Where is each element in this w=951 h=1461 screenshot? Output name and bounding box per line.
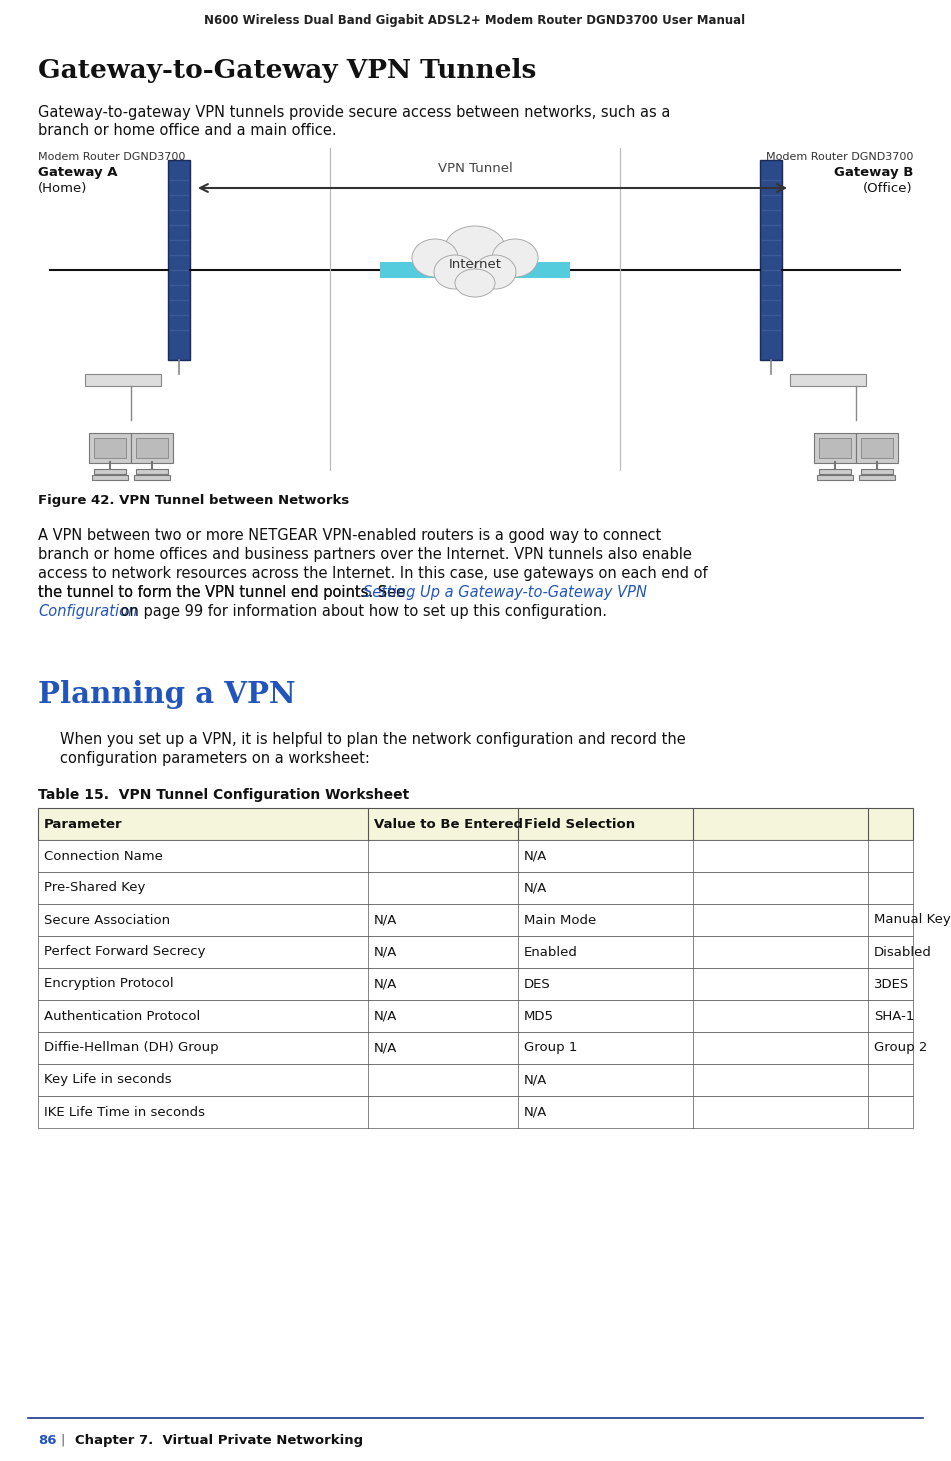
FancyBboxPatch shape <box>89 432 131 463</box>
Text: N/A: N/A <box>524 881 548 894</box>
Text: N/A: N/A <box>524 1106 548 1119</box>
Text: branch or home office and a main office.: branch or home office and a main office. <box>38 123 337 137</box>
Text: 3DES: 3DES <box>874 977 909 991</box>
Text: Figure 42. VPN Tunnel between Networks: Figure 42. VPN Tunnel between Networks <box>38 494 349 507</box>
Text: VPN Tunnel: VPN Tunnel <box>437 162 513 175</box>
Text: MD5: MD5 <box>524 1010 554 1023</box>
FancyBboxPatch shape <box>168 161 190 359</box>
Text: Planning a VPN: Planning a VPN <box>38 679 296 709</box>
Text: Enabled: Enabled <box>524 945 578 958</box>
FancyBboxPatch shape <box>819 438 851 457</box>
FancyBboxPatch shape <box>38 1096 913 1128</box>
Text: Modem Router DGND3700: Modem Router DGND3700 <box>38 152 185 162</box>
Text: access to network resources across the Internet. In this case, use gateways on e: access to network resources across the I… <box>38 565 708 581</box>
FancyBboxPatch shape <box>94 469 126 473</box>
FancyBboxPatch shape <box>38 1064 913 1096</box>
Text: Perfect Forward Secrecy: Perfect Forward Secrecy <box>44 945 205 958</box>
Text: Field Selection: Field Selection <box>524 818 635 830</box>
Text: SHA-1: SHA-1 <box>874 1010 914 1023</box>
Text: Manual Keys: Manual Keys <box>874 913 951 926</box>
Text: N/A: N/A <box>374 945 398 958</box>
Text: Chapter 7.  Virtual Private Networking: Chapter 7. Virtual Private Networking <box>75 1435 363 1446</box>
FancyBboxPatch shape <box>760 161 782 359</box>
FancyBboxPatch shape <box>503 259 507 282</box>
FancyBboxPatch shape <box>134 475 170 481</box>
Ellipse shape <box>492 240 538 278</box>
Text: (Office): (Office) <box>864 183 913 194</box>
Text: Disabled: Disabled <box>874 945 932 958</box>
Text: Configuration: Configuration <box>38 603 137 619</box>
FancyBboxPatch shape <box>38 872 913 904</box>
FancyBboxPatch shape <box>38 969 913 999</box>
FancyBboxPatch shape <box>38 840 913 872</box>
Ellipse shape <box>445 226 505 270</box>
Text: Gateway-to-Gateway VPN Tunnels: Gateway-to-Gateway VPN Tunnels <box>38 58 536 83</box>
Text: N/A: N/A <box>374 977 398 991</box>
Text: Connection Name: Connection Name <box>44 849 163 862</box>
Ellipse shape <box>474 256 516 289</box>
FancyBboxPatch shape <box>861 438 893 457</box>
Text: Secure Association: Secure Association <box>44 913 170 926</box>
FancyBboxPatch shape <box>817 475 853 481</box>
FancyBboxPatch shape <box>861 469 893 473</box>
Text: N/A: N/A <box>524 1074 548 1087</box>
FancyBboxPatch shape <box>38 937 913 969</box>
FancyBboxPatch shape <box>38 904 913 937</box>
Ellipse shape <box>455 269 495 297</box>
FancyBboxPatch shape <box>814 432 856 463</box>
Text: IKE Life Time in seconds: IKE Life Time in seconds <box>44 1106 205 1119</box>
Ellipse shape <box>412 240 458 278</box>
FancyBboxPatch shape <box>136 469 168 473</box>
Text: Table 15.  VPN Tunnel Configuration Worksheet: Table 15. VPN Tunnel Configuration Works… <box>38 787 409 802</box>
Text: Gateway A: Gateway A <box>38 167 118 180</box>
Text: Diffie-Hellman (DH) Group: Diffie-Hellman (DH) Group <box>44 1042 219 1055</box>
Text: N600 Wireless Dual Band Gigabit ADSL2+ Modem Router DGND3700 User Manual: N600 Wireless Dual Band Gigabit ADSL2+ M… <box>204 15 746 26</box>
FancyBboxPatch shape <box>819 469 851 473</box>
Text: (Home): (Home) <box>38 183 87 194</box>
FancyBboxPatch shape <box>856 432 898 463</box>
Text: Internet: Internet <box>449 259 501 272</box>
Text: the tunnel to form the VPN tunnel end points. See: the tunnel to form the VPN tunnel end po… <box>38 584 410 600</box>
Text: Encryption Protocol: Encryption Protocol <box>44 977 174 991</box>
Text: Main Mode: Main Mode <box>524 913 596 926</box>
Text: |: | <box>60 1435 65 1446</box>
FancyBboxPatch shape <box>94 438 126 457</box>
FancyBboxPatch shape <box>380 262 445 278</box>
Text: Key Life in seconds: Key Life in seconds <box>44 1074 171 1087</box>
Text: Parameter: Parameter <box>44 818 123 830</box>
FancyBboxPatch shape <box>790 374 866 386</box>
FancyBboxPatch shape <box>443 259 447 282</box>
Text: on page 99 for information about how to set up this configuration.: on page 99 for information about how to … <box>116 603 607 619</box>
Text: Pre-Shared Key: Pre-Shared Key <box>44 881 146 894</box>
Text: branch or home offices and business partners over the Internet. VPN tunnels also: branch or home offices and business part… <box>38 546 692 562</box>
FancyBboxPatch shape <box>505 262 570 278</box>
FancyBboxPatch shape <box>92 475 128 481</box>
Text: Gateway B: Gateway B <box>834 167 913 180</box>
Text: Gateway-to-gateway VPN tunnels provide secure access between networks, such as a: Gateway-to-gateway VPN tunnels provide s… <box>38 105 670 120</box>
Text: configuration parameters on a worksheet:: configuration parameters on a worksheet: <box>60 751 370 766</box>
Text: N/A: N/A <box>374 1010 398 1023</box>
Text: the tunnel to form the VPN tunnel end points. See: the tunnel to form the VPN tunnel end po… <box>38 584 410 600</box>
FancyBboxPatch shape <box>85 374 161 386</box>
FancyBboxPatch shape <box>859 475 895 481</box>
Ellipse shape <box>434 256 476 289</box>
Text: Group 2: Group 2 <box>874 1042 927 1055</box>
FancyBboxPatch shape <box>136 438 168 457</box>
FancyBboxPatch shape <box>131 432 173 463</box>
Text: Group 1: Group 1 <box>524 1042 577 1055</box>
Text: Modem Router DGND3700: Modem Router DGND3700 <box>766 152 913 162</box>
FancyBboxPatch shape <box>38 1031 913 1064</box>
Text: N/A: N/A <box>374 913 398 926</box>
Text: Value to Be Entered: Value to Be Entered <box>374 818 523 830</box>
Text: N/A: N/A <box>374 1042 398 1055</box>
FancyBboxPatch shape <box>38 999 913 1031</box>
Text: Setting Up a Gateway-to-Gateway VPN: Setting Up a Gateway-to-Gateway VPN <box>363 584 647 600</box>
Text: Authentication Protocol: Authentication Protocol <box>44 1010 201 1023</box>
Text: N/A: N/A <box>524 849 548 862</box>
Text: 86: 86 <box>38 1435 56 1446</box>
FancyBboxPatch shape <box>38 808 913 840</box>
Text: When you set up a VPN, it is helpful to plan the network configuration and recor: When you set up a VPN, it is helpful to … <box>60 732 686 747</box>
Text: DES: DES <box>524 977 551 991</box>
Text: A VPN between two or more NETGEAR VPN-enabled routers is a good way to connect: A VPN between two or more NETGEAR VPN-en… <box>38 527 661 543</box>
